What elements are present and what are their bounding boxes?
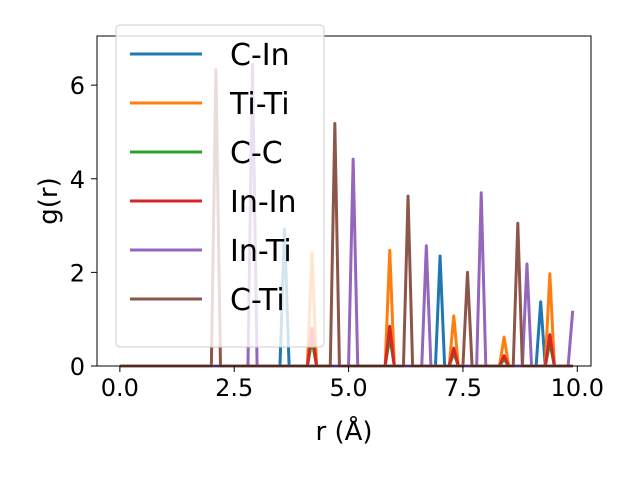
legend-box [115, 24, 325, 348]
x-tick-label: 10.0 [551, 374, 604, 402]
legend: C-In Ti-Ti C-C In-In In-Ti C-Ti [115, 24, 325, 348]
legend-label-c-c: C-C [230, 136, 283, 171]
y-tick-label: 6 [70, 72, 85, 100]
x-tick-label: 5.0 [329, 374, 367, 402]
y-axis-label: g(r) [34, 177, 64, 224]
axes-frame [96, 35, 592, 367]
y-tick-label: 2 [70, 259, 85, 287]
y-tick-label: 0 [70, 353, 85, 381]
legend-label-c-in: C-In [230, 38, 290, 73]
x-tick-label: 2.5 [215, 374, 253, 402]
y-tick-label: 4 [70, 166, 85, 194]
x-tick-label: 0.0 [101, 374, 139, 402]
x-axis-label: r (Å) [315, 415, 372, 447]
legend-label-in-ti: In-Ti [230, 234, 292, 269]
legend-label-ti-ti: Ti-Ti [229, 87, 290, 122]
legend-label-in-in: In-In [230, 185, 297, 220]
legend-label-c-ti: C-Ti [230, 283, 285, 318]
x-tick-label: 7.5 [444, 374, 482, 402]
tick-group: 0.0 2.5 5.0 7.5 10.0 0 2 4 6 [70, 72, 604, 402]
